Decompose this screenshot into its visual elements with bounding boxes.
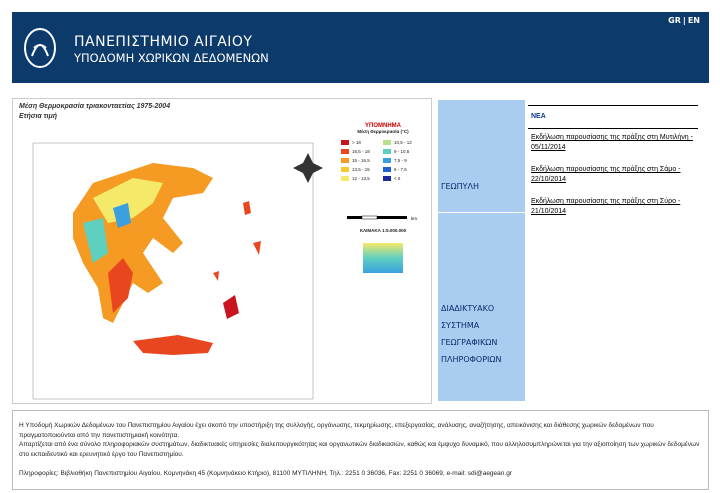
news-link[interactable]: Εκδήλωση παρουσίασης της πράξης στη Μυτι… — [531, 134, 693, 151]
legend-swatch — [341, 149, 349, 154]
header: ΠΑΝΕΠΙΣΤΗΜΙΟ ΑΙΓΑΙΟΥ ΥΠΟΔΟΜΗ ΧΩΡΙΚΩΝ ΔΕΔ… — [12, 12, 709, 83]
site-title: ΠΑΝΕΠΙΣΤΗΜΙΟ ΑΙΓΑΙΟΥ — [74, 34, 253, 50]
news-list: Εκδήλωση παρουσίασης της πράξης στη Μυτι… — [528, 133, 709, 217]
logo-layers — [363, 243, 403, 273]
legend-item: 15 - 16,5 — [341, 156, 383, 165]
legend-item: 12 - 13,5 — [341, 174, 383, 183]
legend-item: 6 - 7,5 — [383, 165, 425, 174]
site-subtitle: ΥΠΟΔΟΜΗ ΧΩΡΙΚΩΝ ΔΕΔΟΜΕΝΩΝ — [74, 51, 269, 65]
legend-swatch — [341, 176, 349, 181]
legend-label: 15 - 16,5 — [352, 158, 370, 163]
legend-swatch — [383, 149, 391, 154]
footer-contact: Πληροφορίες: Βιβλιοθήκη Πανεπιστημίου Αι… — [19, 470, 512, 477]
legend-swatch — [383, 158, 391, 163]
legend-label: 12 - 13,5 — [352, 176, 370, 181]
news-column: ΝΕΑ Εκδήλωση παρουσίασης της πράξης στη … — [528, 100, 709, 229]
legend-label: 6 - 7,5 — [394, 167, 407, 172]
scale-text: ΚΛΙΜΑΚΑ 1:5.000.000 — [359, 228, 407, 233]
nav-link[interactable]: ΓΕΩΠΥΛΗ — [441, 182, 480, 191]
footer-paragraph: Απαρτίζεται από ένα σύνολο πληροφοριακών… — [19, 441, 700, 458]
nav-column: ΓΕΩΠΥΛΗ ΔΙΑΔΙΚΤΥΑΚΟ ΣΥΣΤΗΜΑ ΓΕΩΓΡΑΦΙΚΩΝ … — [438, 100, 525, 401]
nav-divider — [438, 212, 525, 213]
legend-title: ΥΠΟΜΝΗΜΑ — [365, 123, 401, 129]
news-title: ΝΕΑ — [531, 113, 546, 120]
lang-separator: | — [682, 16, 686, 25]
legend-label: 13,5 - 15 — [352, 167, 370, 172]
legend-label: < 6 — [394, 176, 401, 181]
lang-gr[interactable]: GR — [668, 16, 681, 25]
legend-subtitle: Μέση Θερμοκρασία (°C) — [357, 129, 409, 134]
nav-link[interactable]: ΔΙΑΔΙΚΤΥΑΚΟ ΣΥΣΤΗΜΑ ΓΕΩΓΡΑΦΙΚΩΝ ΠΛΗΡΟΦΟΡ… — [441, 304, 502, 364]
legend-label: 16,5 - 18 — [352, 149, 370, 154]
legend-label: 10,5 - 12 — [394, 140, 412, 145]
footer-text: Η Υποδομή Χωρικών Δεδομένων του Πανεπιστ… — [19, 421, 702, 459]
map-subtitle: Ετήσια τιμή — [19, 113, 57, 120]
lang-en[interactable]: EN — [687, 16, 700, 25]
legend-label: > 18 — [352, 140, 361, 145]
legend-item: 7,5 - 9 — [383, 156, 425, 165]
map-legend: ΥΠΟΜΝΗΜΑ Μέση Θερμοκρασία (°C) > 18 16,5 … — [341, 123, 425, 273]
legend-item: 16,5 - 18 — [341, 147, 383, 156]
map-image: Μέση Θερμοκρασία τριακονταετίας 1975-200… — [12, 98, 432, 404]
legend-swatch — [383, 176, 391, 181]
legend-label: 7,5 - 9 — [394, 158, 407, 163]
legend-swatch — [341, 158, 349, 163]
legend-item: > 18 — [341, 138, 383, 147]
legend-swatch — [383, 167, 391, 172]
language-switch: GR | EN — [667, 16, 701, 25]
legend-swatch — [341, 167, 349, 172]
news-link[interactable]: Εκδήλωση παρουσίασης της πράξης στη Σύρο… — [531, 198, 681, 215]
legend-item: 13,5 - 15 — [341, 165, 383, 174]
scale-bar: km — [347, 215, 417, 221]
legend-items: > 18 16,5 - 18 15 - 16,5 13,5 - 15 12 - 13,5… — [341, 138, 425, 183]
legend-swatch — [341, 140, 349, 145]
logo — [24, 28, 56, 68]
footer: Η Υποδομή Χωρικών Δεδομένων του Πανεπιστ… — [12, 410, 709, 490]
legend-item: 10,5 - 12 — [383, 138, 425, 147]
legend-swatch — [383, 140, 391, 145]
legend-item: < 6 — [383, 174, 425, 183]
map-shape — [32, 142, 323, 400]
scale-unit: km — [411, 216, 417, 221]
news-link[interactable]: Εκδήλωση παρουσίασης της πράξης στη Σάμο… — [531, 166, 681, 183]
legend-label: 9 - 10,5 — [394, 149, 410, 154]
legend-item: 9 - 10,5 — [383, 147, 425, 156]
map-title: Μέση Θερμοκρασία τριακονταετίας 1975-200… — [19, 103, 171, 110]
footer-paragraph: Η Υποδομή Χωρικών Δεδομένων του Πανεπιστ… — [19, 422, 654, 439]
